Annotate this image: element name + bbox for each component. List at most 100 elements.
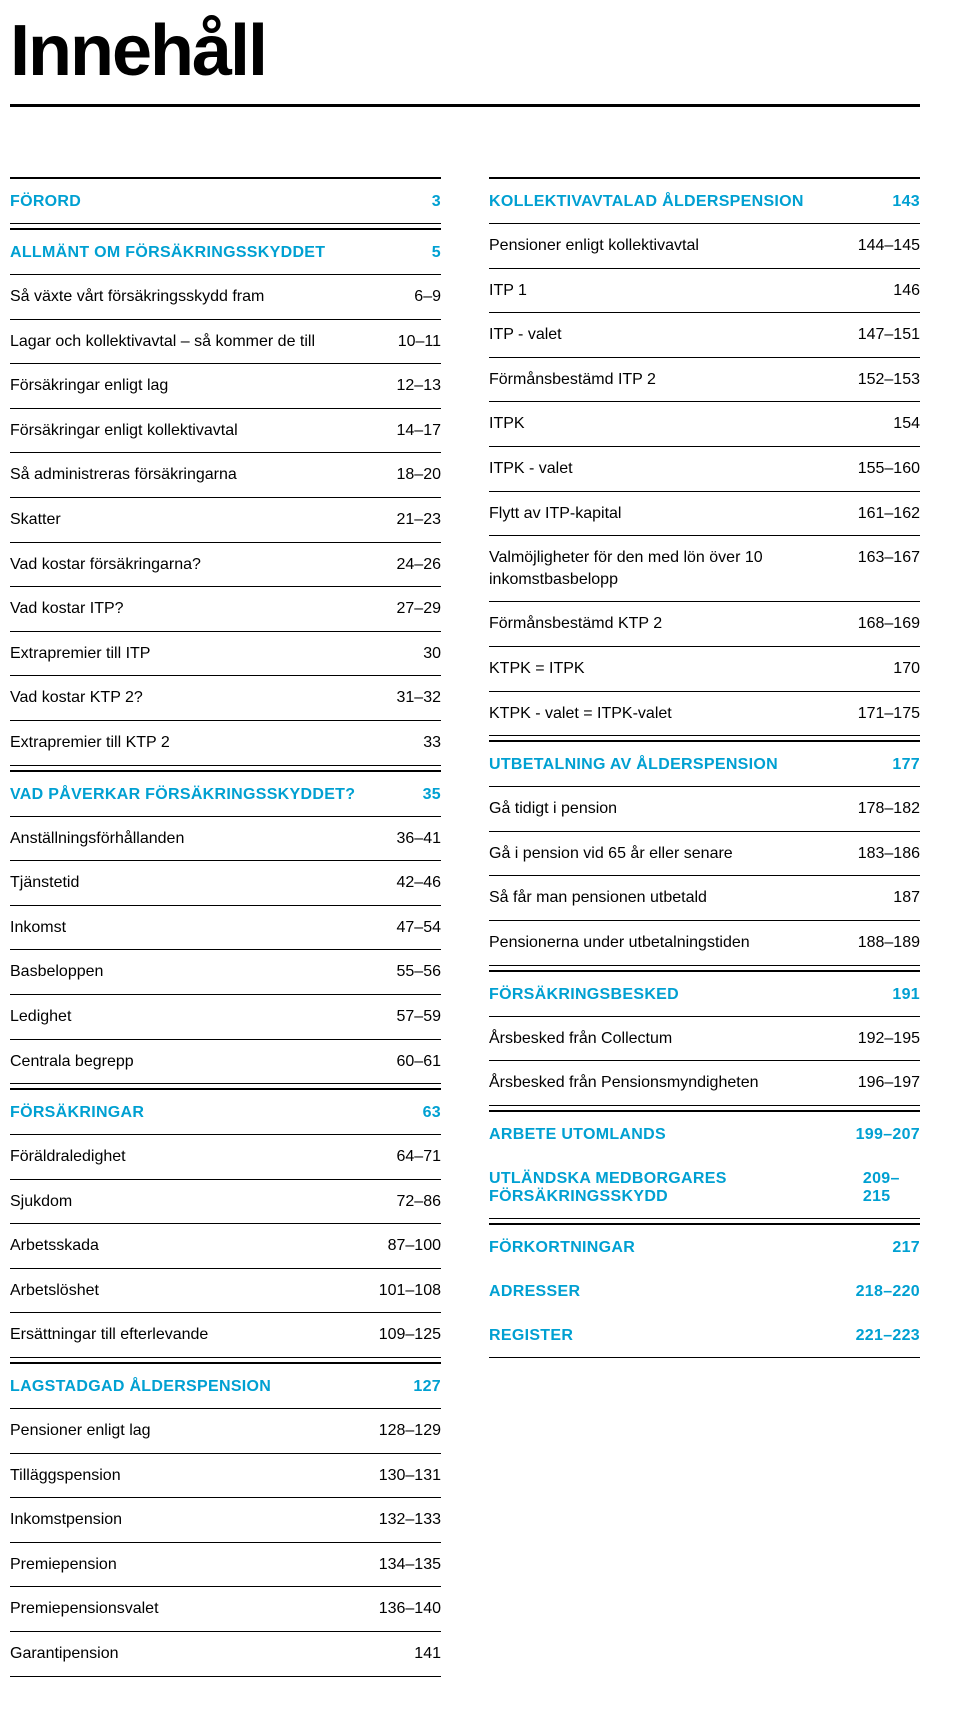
toc-row: Ledighet57–59 xyxy=(10,995,441,1040)
toc-item-label: Valmöjligheter för den med lön över 10 i… xyxy=(489,547,858,590)
toc-item-page: 128–129 xyxy=(379,1422,441,1440)
toc-item-page: 178–182 xyxy=(858,800,920,818)
toc-section-heading: ALLMÄNT OM FÖRSÄKRINGSSKYDDET5 xyxy=(10,228,441,275)
section-page: 199–207 xyxy=(856,1126,920,1144)
toc-item-label: Premiepension xyxy=(10,1554,379,1576)
toc-row: Premiepension134–135 xyxy=(10,1543,441,1588)
toc-item-page: 30 xyxy=(423,645,441,663)
toc-item-page: 24–26 xyxy=(397,556,442,574)
toc-item-page: 163–167 xyxy=(858,549,920,567)
section-label: UTBETALNING AV ÅLDERSPENSION xyxy=(489,756,778,774)
toc-item-label: ITP - valet xyxy=(489,324,858,346)
toc-item-label: Tjänstetid xyxy=(10,872,397,894)
toc-row: KTPK - valet = ITPK-valet171–175 xyxy=(489,692,920,737)
toc-section: ADRESSER218–220 xyxy=(489,1269,920,1313)
toc-section: ALLMÄNT OM FÖRSÄKRINGSSKYDDET5Så växte v… xyxy=(10,228,441,766)
toc-row: Gå tidigt i pension178–182 xyxy=(489,787,920,832)
toc-item-page: 10–11 xyxy=(398,333,441,351)
toc-item-label: Förmånsbestämd ITP 2 xyxy=(489,369,858,391)
toc-item-label: Centrala begrepp xyxy=(10,1051,397,1073)
toc-item-page: 109–125 xyxy=(379,1326,441,1344)
toc-section-heading: VAD PÅVERKAR FÖRSÄKRINGSSKYDDET?35 xyxy=(10,770,441,817)
toc-item-label: KTPK - valet = ITPK-valet xyxy=(489,703,858,725)
toc-row: Vad kostar KTP 2?31–32 xyxy=(10,676,441,721)
toc-item-page: 187 xyxy=(893,889,920,907)
toc-item-label: ITPK - valet xyxy=(489,458,858,480)
toc-item-label: Premiepensionsvalet xyxy=(10,1598,379,1620)
toc-item-label: Så växte vårt försäkringsskydd fram xyxy=(10,286,414,308)
toc-row: Så växte vårt försäkringsskydd fram6–9 xyxy=(10,275,441,320)
toc-row: Årsbesked från Collectum192–195 xyxy=(489,1017,920,1062)
toc-item-label: Förmånsbestämd KTP 2 xyxy=(489,613,858,635)
toc-item-label: Lagar och kollektivavtal – så kommer de … xyxy=(10,331,398,353)
toc-item-page: 161–162 xyxy=(858,505,920,523)
section-label: UTLÄNDSKA MEDBORGARES FÖRSÄKRINGSSKYDD xyxy=(489,1170,863,1206)
toc-item-label: Årsbesked från Collectum xyxy=(489,1028,858,1050)
toc-item-page: 154 xyxy=(893,415,920,433)
toc-section: REGISTER221–223 xyxy=(489,1313,920,1358)
toc-section: FÖRORD3 xyxy=(10,177,441,224)
toc-row: Extrapremier till KTP 233 xyxy=(10,721,441,766)
toc-section-heading: UTBETALNING AV ÅLDERSPENSION177 xyxy=(489,740,920,787)
section-page: 143 xyxy=(892,193,920,211)
toc-row: Försäkringar enligt kollektivavtal14–17 xyxy=(10,409,441,454)
toc-item-label: Arbetslöshet xyxy=(10,1280,379,1302)
toc-item-page: 36–41 xyxy=(397,830,442,848)
toc-item-page: 18–20 xyxy=(397,466,442,484)
toc-item-page: 57–59 xyxy=(397,1008,442,1026)
section-label: LAGSTADGAD ÅLDERSPENSION xyxy=(10,1378,271,1396)
toc-item-label: Försäkringar enligt lag xyxy=(10,375,397,397)
toc-row: Inkomstpension132–133 xyxy=(10,1498,441,1543)
toc-row: Sjukdom72–86 xyxy=(10,1180,441,1225)
toc-row: Förmånsbestämd ITP 2152–153 xyxy=(489,358,920,403)
toc-section-heading: FÖRKORTNINGAR217 xyxy=(489,1223,920,1269)
toc-item-label: Pensionerna under utbetalningstiden xyxy=(489,932,858,954)
toc-item-label: Föräldraledighet xyxy=(10,1146,397,1168)
toc-row: Valmöjligheter för den med lön över 10 i… xyxy=(489,536,920,602)
toc-item-page: 12–13 xyxy=(397,377,442,395)
toc-row: Så administreras försäkringarna18–20 xyxy=(10,453,441,498)
toc-row: Vad kostar ITP?27–29 xyxy=(10,587,441,632)
toc-item-label: Inkomstpension xyxy=(10,1509,379,1531)
toc-item-page: 147–151 xyxy=(858,326,920,344)
toc-item-label: Garantipension xyxy=(10,1643,414,1665)
toc-row: Extrapremier till ITP30 xyxy=(10,632,441,677)
toc-item-label: Vad kostar ITP? xyxy=(10,598,397,620)
toc-item-page: 134–135 xyxy=(379,1556,441,1574)
toc-item-page: 47–54 xyxy=(397,919,442,937)
toc-section-heading: KOLLEKTIVAVTALAD ÅLDERSPENSION143 xyxy=(489,177,920,224)
toc-section: UTLÄNDSKA MEDBORGARES FÖRSÄKRINGSSKYDD20… xyxy=(489,1156,920,1219)
toc-item-label: Skatter xyxy=(10,509,397,531)
section-page: 209–215 xyxy=(863,1170,920,1206)
section-page: 221–223 xyxy=(856,1327,920,1345)
section-label: FÖRKORTNINGAR xyxy=(489,1239,635,1257)
toc-item-page: 72–86 xyxy=(397,1193,442,1211)
toc-item-page: 14–17 xyxy=(397,422,442,440)
toc-item-label: KTPK = ITPK xyxy=(489,658,893,680)
toc-item-page: 60–61 xyxy=(397,1053,442,1071)
toc-row: Förmånsbestämd KTP 2168–169 xyxy=(489,602,920,647)
toc-row: Inkomst47–54 xyxy=(10,906,441,951)
toc-item-page: 132–133 xyxy=(379,1511,441,1529)
toc-row: Basbeloppen55–56 xyxy=(10,950,441,995)
toc-item-page: 31–32 xyxy=(397,689,442,707)
toc-item-page: 64–71 xyxy=(397,1148,442,1166)
toc-row: Arbetsskada87–100 xyxy=(10,1224,441,1269)
toc-section: VAD PÅVERKAR FÖRSÄKRINGSSKYDDET?35Anstäl… xyxy=(10,770,441,1085)
toc-section-heading: ADRESSER218–220 xyxy=(489,1269,920,1313)
section-label: ADRESSER xyxy=(489,1283,580,1301)
section-page: 3 xyxy=(432,193,441,211)
toc-item-page: 27–29 xyxy=(397,600,442,618)
toc-item-label: Pensioner enligt kollektivavtal xyxy=(489,235,858,257)
toc-item-label: Inkomst xyxy=(10,917,397,939)
toc-item-page: 101–108 xyxy=(379,1282,441,1300)
toc-row: Lagar och kollektivavtal – så kommer de … xyxy=(10,320,441,365)
toc-section-heading: FÖRSÄKRINGSBESKED191 xyxy=(489,970,920,1017)
toc-row: ITPK154 xyxy=(489,402,920,447)
section-page: 127 xyxy=(413,1378,441,1396)
toc-item-page: 21–23 xyxy=(397,511,442,529)
toc-section: FÖRSÄKRINGSBESKED191Årsbesked från Colle… xyxy=(489,970,920,1106)
toc-section-heading: ARBETE UTOMLANDS199–207 xyxy=(489,1110,920,1156)
toc-row: Så får man pensionen utbetald187 xyxy=(489,876,920,921)
toc-section: FÖRSÄKRINGAR63Föräldraledighet64–71Sjukd… xyxy=(10,1088,441,1358)
